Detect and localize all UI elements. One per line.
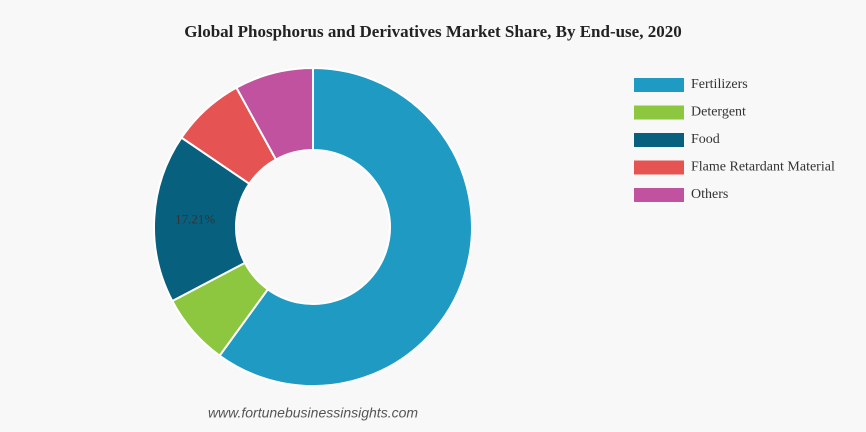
legend-label: Others (691, 187, 728, 202)
donut-slice (218, 66, 473, 387)
data-label: 17.21% (175, 211, 215, 226)
legend-label: Fertilizers (691, 77, 748, 92)
legend-swatch (634, 78, 684, 92)
legend-swatch (634, 160, 684, 175)
legend-swatch (634, 133, 684, 147)
legend-label: Food (691, 132, 720, 147)
source: www.fortunebusinessinsights.com (208, 405, 418, 421)
donut-slice (235, 66, 314, 161)
legend-label: Detergent (691, 105, 746, 120)
legend-swatch (634, 188, 684, 202)
legend-label: Flame Retardant Material (691, 160, 835, 175)
legend-swatch (634, 105, 684, 120)
chart-title: Global Phosphorus and Derivatives Market… (184, 22, 681, 41)
donut-slice (153, 136, 251, 303)
